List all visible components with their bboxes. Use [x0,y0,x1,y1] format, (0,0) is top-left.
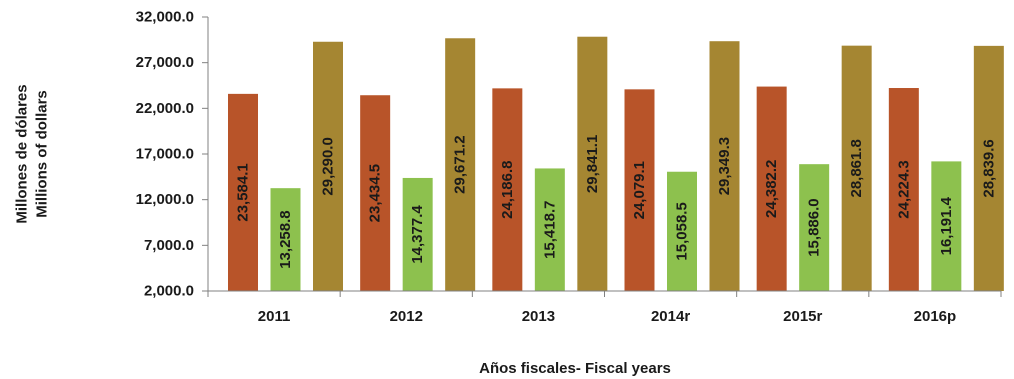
bar-s2-2014r [667,171,697,291]
x-axis-ticks: 2011 2012 2013 2014r 2015r 2016p [207,291,1002,325]
y-tick-label: 2,000.0 [144,283,194,300]
bar-value-label: 24,186.8 [499,160,516,218]
bar-s1-2016p [888,88,919,291]
x-tick-label: 2014r [651,308,690,325]
bar-value-label: 28,839.6 [980,139,997,197]
bar-s1-2015r [756,86,787,292]
bar-s3-2011 [313,41,343,291]
y-tick-label: 32,000.0 [136,9,194,26]
y-tick-label: 27,000.0 [136,54,194,71]
y-axis-title-line: Millones de dólares [14,84,31,223]
bar-s2-2011 [270,188,301,291]
bar-value-label: 24,382.2 [763,160,780,218]
y-tick-label: 7,000.0 [144,237,194,254]
bar-value-label: 29,290.0 [320,137,337,195]
y-tick-label: 22,000.0 [136,100,194,117]
bar-s3-2014r [709,41,740,291]
x-tick-label: 2012 [390,308,423,325]
bar-s3-2016p [973,45,1004,291]
bar-value-label: 29,671.2 [452,135,469,193]
bar-value-labels: 23,584.1 23,434.5 24,186.8 24,079.1 24,382.2… [235,135,998,269]
bar-value-label: 13,258.8 [277,210,294,268]
bar-s1-2014r [624,89,655,291]
bar-value-label: 29,349.3 [716,137,733,195]
bar-value-label: 29,841.1 [584,135,601,193]
bar-s1-2011 [228,93,258,291]
bars [228,36,1004,292]
bar-s2-2015r [799,164,830,291]
y-tick-label: 17,000.0 [136,146,194,163]
y-axis-title: Millones de dólares Millions of dollars [14,84,51,223]
bar-s3-2013 [577,36,608,291]
bar-value-label: 15,418.7 [541,201,558,259]
bar-value-label: 23,434.5 [367,164,384,222]
bar-s1-2013 [492,88,523,291]
bar-value-label: 24,079.1 [631,161,648,219]
bar-value-label: 14,377.4 [409,205,426,264]
x-tick-label: 2015r [783,308,822,325]
x-tick-label: 2016p [914,308,957,325]
x-tick-label: 2011 [258,308,291,325]
bar-s1-2012 [360,95,391,291]
bar-s2-2012 [402,177,433,291]
bar-s3-2015r [841,45,872,291]
y-tick-label: 12,000.0 [136,191,194,208]
bar-s2-2016p [931,161,962,291]
bar-value-label: 24,224.3 [895,160,912,218]
x-axis-title: Años fiscales- Fiscal years [479,360,671,377]
y-axis-title-line: Millions of dollars [34,90,51,218]
bar-value-label: 23,584.1 [235,163,252,221]
bar-value-label: 15,058.5 [674,202,691,260]
bar-value-label: 28,861.8 [848,139,865,197]
y-axis-ticks: 2,000.0 7,000.0 12,000.0 17,000.0 22,000.0 27… [136,9,208,300]
bar-s2-2013 [534,168,565,291]
bar-s3-2012 [445,38,476,291]
bar-value-label: 16,191.4 [938,196,955,255]
bar-value-label: 15,886.0 [806,198,823,256]
x-tick-label: 2013 [522,308,555,325]
